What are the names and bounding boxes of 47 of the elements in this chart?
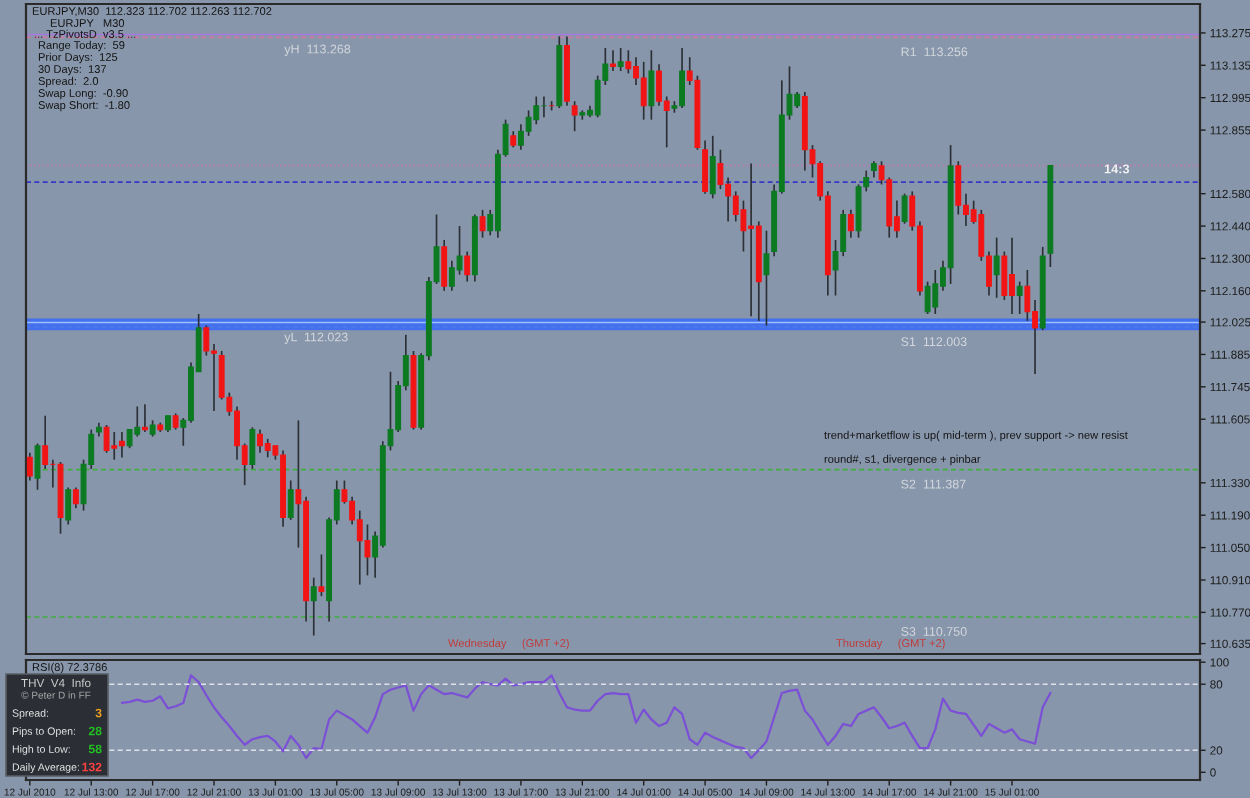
candlestick [610,49,616,72]
candlestick [702,139,709,195]
candlestick [617,47,624,72]
candlestick [65,486,72,526]
candlestick [717,148,724,190]
candlestick [932,269,939,315]
candlestick [203,324,210,357]
candlestick [640,60,647,121]
candlestick [441,239,448,292]
candlestick [1001,250,1008,301]
candlestick [740,199,747,253]
candlestick [42,414,49,470]
candlestick [264,438,271,459]
candlestick [142,403,148,433]
candlestick [257,428,263,454]
candlestick [679,47,685,109]
candlestick [464,250,471,283]
candlestick [448,259,455,292]
line-series [120,674,1052,760]
candlestick [318,553,325,598]
candlestick [234,405,240,461]
candlestick [656,63,662,107]
candlestick [111,431,118,461]
candlestick [993,236,1000,299]
candlestick [847,209,854,239]
candlestick [1016,280,1023,315]
candlestick [763,229,770,327]
candlestick [732,190,739,223]
candlestick [118,431,125,459]
candlestick [356,509,363,586]
candlestick [517,123,524,151]
candlestick [625,49,632,75]
candlestick [103,424,110,454]
candlestick [571,100,578,133]
candlestick [134,405,141,438]
candlestick [1009,236,1015,315]
candlestick [533,95,540,126]
candlestick [901,192,908,225]
candlestick [709,135,716,200]
candlestick [72,486,79,510]
candlestick [479,209,486,239]
candlestick [748,162,755,318]
candlestick [648,49,655,121]
candlestick [287,479,294,521]
candlestick [955,160,962,216]
candlestick [1024,269,1031,322]
candlestick [310,576,317,637]
